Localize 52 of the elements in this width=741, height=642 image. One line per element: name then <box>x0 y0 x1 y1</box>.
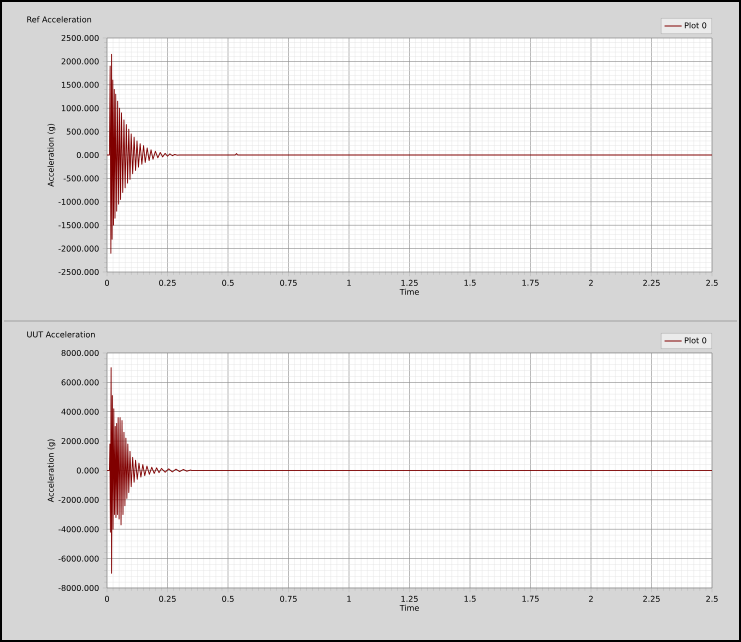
y-tick-label: 6000.000 <box>62 379 99 386</box>
x-axis-title: Time <box>400 288 419 295</box>
x-axis-title: Time <box>400 604 419 611</box>
x-tick-label: 1.25 <box>401 280 418 286</box>
x-tick-label: 0.25 <box>159 596 176 602</box>
x-tick-label: 2.5 <box>706 596 718 602</box>
y-tick-label: 8000.000 <box>62 350 99 356</box>
y-tick-label: 2500.000 <box>62 34 99 42</box>
y-tick-label: 1500.000 <box>62 82 99 88</box>
y-tick-label: -500.000 <box>64 175 99 182</box>
y-tick-label: 0.000 <box>76 152 99 158</box>
y-tick-label: 500.000 <box>66 128 99 135</box>
x-tick-label: 2.5 <box>706 280 718 286</box>
x-tick-label: 0 <box>104 280 110 286</box>
x-tick-label: 0 <box>104 596 110 602</box>
legend-label: Plot 0 <box>684 337 706 344</box>
line-series <box>107 367 712 574</box>
x-tick-label: 1.25 <box>401 596 418 602</box>
y-axis-title: Acceleration (g) <box>48 439 56 502</box>
line-series <box>107 54 712 254</box>
y-tick-label: -1000.000 <box>58 198 99 205</box>
x-tick-label: 1.75 <box>522 596 539 602</box>
x-tick-label: 2 <box>589 280 593 286</box>
chart-title: Ref Acceleration <box>27 16 92 22</box>
y-tick-label: -2000.000 <box>58 246 99 252</box>
x-tick-label: 0.25 <box>159 280 176 286</box>
chart-title: UUT Acceleration <box>27 331 95 338</box>
x-tick-label: 2.25 <box>643 280 660 286</box>
y-tick-label: 2000.000 <box>62 58 99 64</box>
x-tick-label: 2 <box>589 596 593 602</box>
y-tick-label: 1000.000 <box>62 105 99 112</box>
y-tick-label: -2000.000 <box>58 496 99 503</box>
y-tick-label: 2000.000 <box>62 438 99 444</box>
x-tick-label: 1.5 <box>464 596 476 602</box>
y-tick-label: -4000.000 <box>58 526 99 532</box>
y-axis-title: Acceleration (g) <box>48 124 56 187</box>
y-tick-label: -8000.000 <box>58 584 99 592</box>
y-tick-label: -6000.000 <box>58 556 99 562</box>
y-tick-label: -2500.000 <box>58 268 99 276</box>
x-tick-label: 1.75 <box>522 280 539 286</box>
x-tick-label: 1.5 <box>464 280 476 286</box>
x-tick-label: 0.75 <box>280 596 297 602</box>
y-tick-label: 0.000 <box>76 467 99 474</box>
y-tick-label: -1500.000 <box>58 222 99 228</box>
x-tick-label: 1 <box>347 280 351 286</box>
x-tick-label: 0.75 <box>280 280 297 286</box>
y-tick-label: 4000.000 <box>61 408 99 415</box>
x-tick-label: 0.5 <box>222 280 234 286</box>
x-tick-label: 2.25 <box>643 596 660 602</box>
x-tick-label: 1 <box>347 596 351 602</box>
x-tick-label: 0.5 <box>222 596 234 602</box>
legend-label: Plot 0 <box>684 22 706 28</box>
